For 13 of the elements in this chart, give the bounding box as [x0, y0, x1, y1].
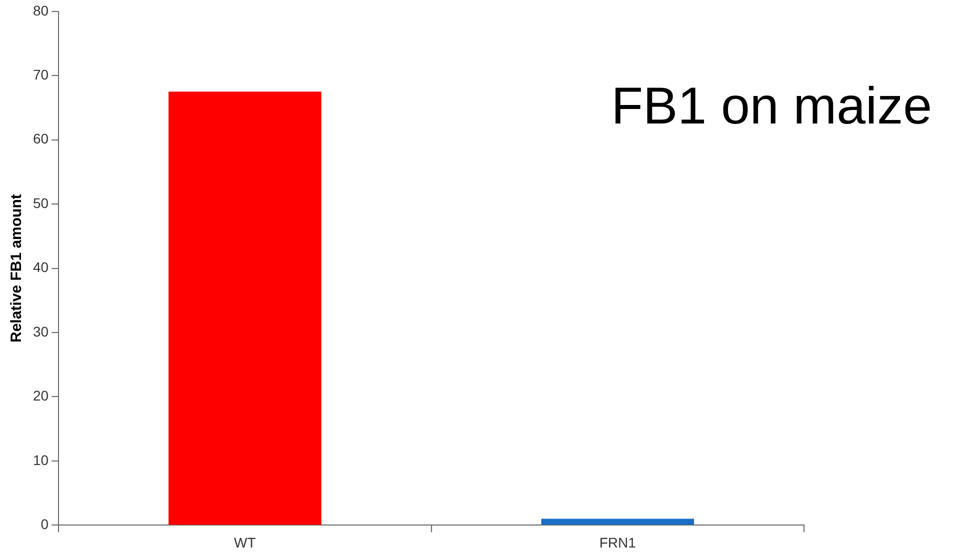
- y-tick-label: 0: [40, 516, 49, 532]
- y-tick-label: 40: [32, 259, 49, 276]
- x-tick-label: FRN1: [599, 534, 636, 550]
- y-axis-title: Relative FB1 amount: [8, 194, 26, 342]
- y-tick-label: 50: [32, 194, 49, 211]
- y-tick-label: 80: [32, 2, 49, 18]
- x-tick-label: WT: [234, 534, 256, 550]
- y-tick-label: 30: [32, 323, 49, 340]
- y-tick-label: 10: [32, 452, 49, 468]
- y-tick-label: 70: [32, 66, 49, 82]
- y-tick-label: 20: [32, 388, 49, 404]
- y-tick-label: 60: [32, 130, 49, 147]
- text: FB1 on maize: [611, 77, 932, 136]
